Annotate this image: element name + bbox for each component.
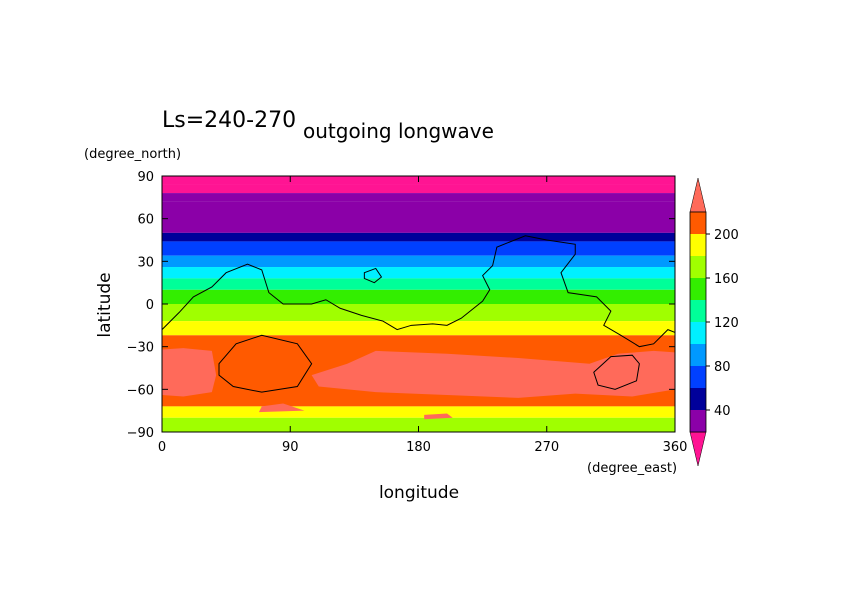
field-band-5 <box>162 241 675 256</box>
colorbar-swatch <box>690 410 706 432</box>
contour-loop-east <box>593 354 640 390</box>
field-band-3 <box>162 201 675 233</box>
region-small-1 <box>258 403 305 413</box>
field-band-8 <box>162 278 675 290</box>
field-band-11 <box>162 321 675 336</box>
y-tick-label: 90 <box>137 170 154 185</box>
x-tick-label: 270 <box>534 440 559 455</box>
chart-subtitle: Ls=240-270 <box>162 108 296 133</box>
contour-loop-west <box>218 334 313 393</box>
field-band-7 <box>162 267 675 279</box>
colorbar-tick-label: 40 <box>714 404 731 419</box>
colorbar-swatch <box>690 388 706 410</box>
x-tick-label: 90 <box>282 440 299 455</box>
field-band-9 <box>162 289 675 304</box>
colorbar-tick-label: 200 <box>714 228 739 243</box>
x-tick-label: 180 <box>406 440 431 455</box>
contour-layer <box>161 235 676 393</box>
field-band-13 <box>162 406 675 418</box>
y-tick-label: 30 <box>137 255 154 270</box>
colorbar-tick-label: 160 <box>714 272 739 287</box>
region-west <box>162 348 217 397</box>
colorbar-tick-label: 80 <box>714 360 731 375</box>
colorbar-swatch <box>690 322 706 344</box>
chart-title: outgoing longwave <box>303 119 494 143</box>
contour-north <box>161 235 676 348</box>
x-axis-label: longitude <box>379 483 459 503</box>
y-tick-label: −30 <box>127 341 154 356</box>
field-band-1 <box>162 184 675 194</box>
field-band-2 <box>162 193 675 202</box>
region-central <box>311 350 675 398</box>
y-tick-label: −90 <box>127 426 154 441</box>
colorbar-under-triangle <box>689 431 707 467</box>
colorbar: 40 80 120 160 200 <box>689 177 739 467</box>
colorbar-swatch <box>690 234 706 256</box>
colorbar-swatch <box>690 278 706 300</box>
y-axis-label: latitude <box>95 272 115 337</box>
x-tick-label: 0 <box>158 440 166 455</box>
colorbar-tick-label: 120 <box>714 316 739 331</box>
colorbar-swatch <box>690 256 706 278</box>
x-units-label: (degree_east) <box>587 461 677 476</box>
plot-area <box>162 176 675 432</box>
colorbar-swatch <box>690 344 706 366</box>
colorbar-swatch <box>690 212 706 234</box>
colorbar-swatch <box>690 366 706 388</box>
field-band-6 <box>162 255 675 268</box>
y-tick-label: 0 <box>146 298 154 313</box>
region-small-2 <box>424 413 453 420</box>
field-band-4 <box>162 232 675 242</box>
colorbar-swatch <box>690 300 706 322</box>
y-units-label: (degree_north) <box>84 147 181 162</box>
y-tick-label: −60 <box>127 383 154 398</box>
x-tick-label: 360 <box>663 440 688 455</box>
field-band-10 <box>162 304 675 322</box>
y-tick-label: 60 <box>137 213 154 228</box>
axes: 0 90 180 270 360 90 60 30 0 −30 −60 −90 <box>127 170 688 455</box>
contour-loop-small <box>363 267 383 284</box>
colorbar-over-triangle <box>689 177 707 213</box>
